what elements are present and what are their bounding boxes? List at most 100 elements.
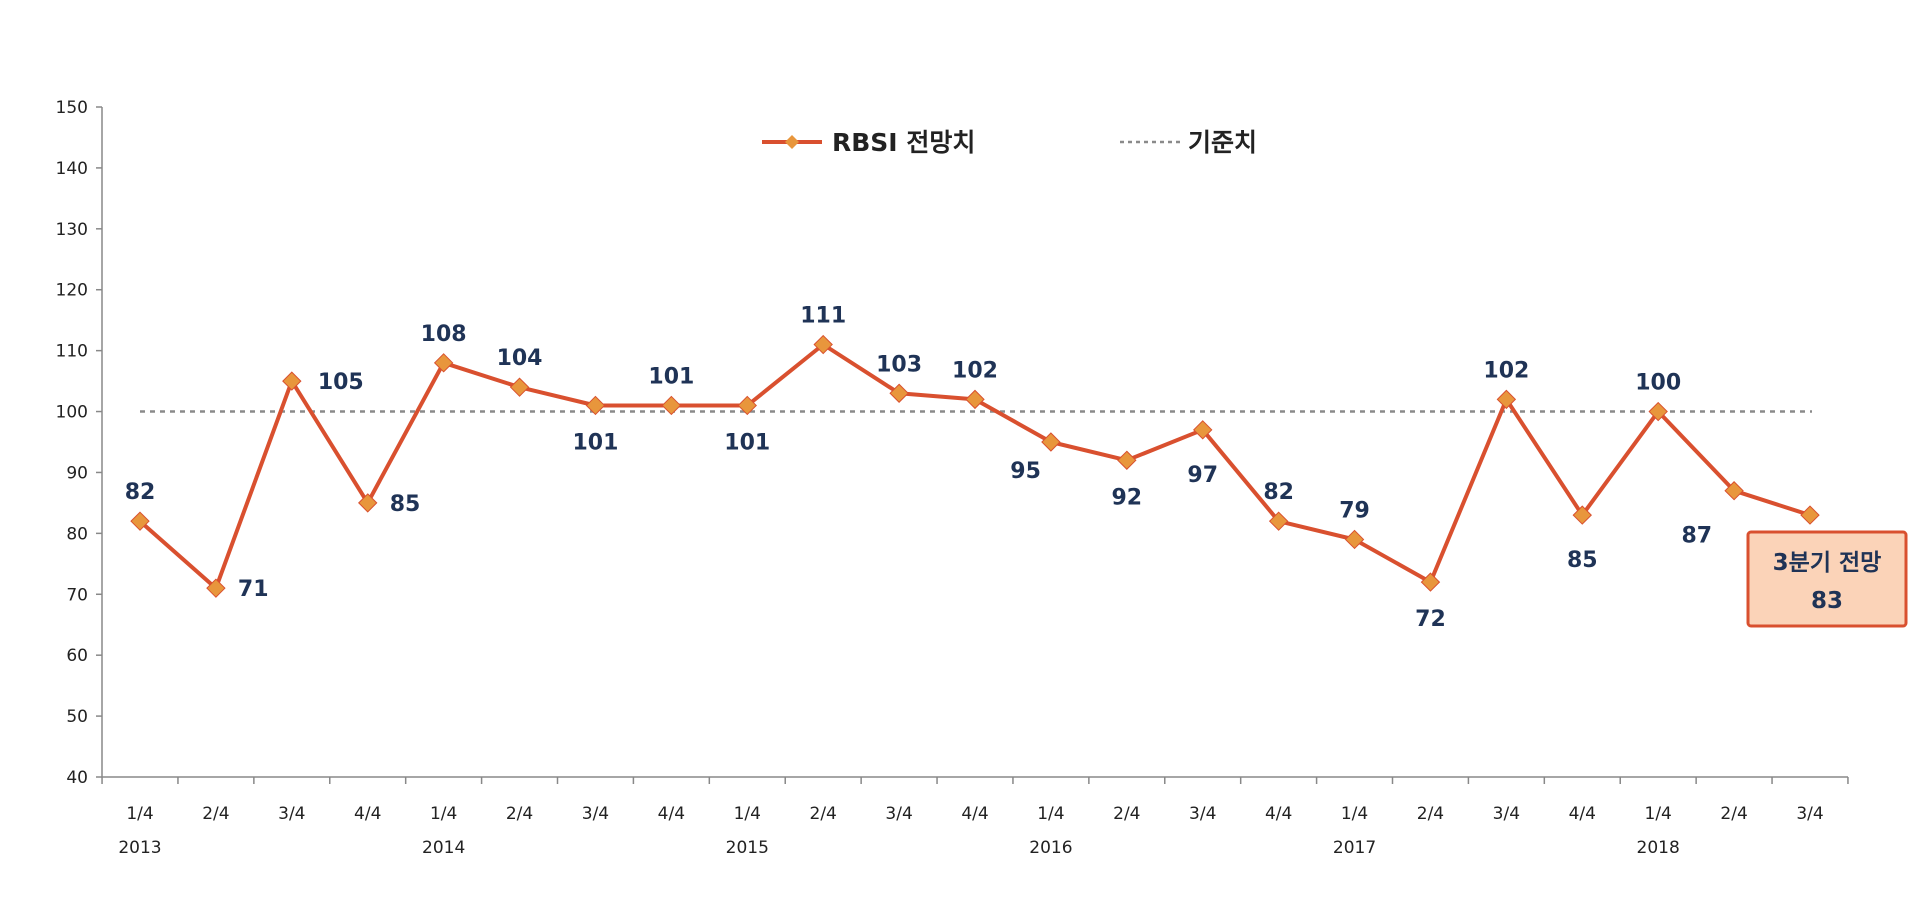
chart-axes — [96, 106, 1849, 784]
data-point-marker — [737, 395, 757, 416]
y-tick-label: 110 — [56, 342, 88, 362]
data-point-marker — [433, 353, 454, 373]
data-point-marker — [509, 377, 530, 397]
x-tick-label: 3/4 — [582, 804, 609, 824]
data-label: 95 — [1010, 459, 1041, 484]
y-tick-label: 150 — [56, 98, 88, 118]
data-point-marker — [585, 395, 606, 416]
data-label: 102 — [1483, 358, 1529, 383]
x-tick-label: 4/4 — [1265, 804, 1292, 824]
y-tick-label: 100 — [56, 403, 88, 423]
forecast-callout-title: 3분기 전망 — [1773, 550, 1882, 576]
y-tick-labels: 40 50 60 70 80 90 100 110 120 130 140 150 — [56, 98, 88, 788]
data-point-marker — [1041, 432, 1061, 452]
x-tick-label: 1/4 — [1037, 804, 1064, 824]
x-tick-label: 4/4 — [961, 804, 988, 824]
y-tick-label: 90 — [66, 463, 88, 483]
x-year-label: 2014 — [422, 838, 465, 858]
data-label: 103 — [876, 352, 922, 377]
data-point-marker — [1117, 450, 1137, 470]
data-label: 85 — [1567, 548, 1598, 573]
x-tick-label: 2/4 — [810, 804, 837, 824]
legend-series-swatch-marker — [785, 135, 799, 149]
data-label: 101 — [724, 430, 770, 455]
data-point-marker — [889, 383, 909, 403]
data-label: 101 — [572, 430, 618, 455]
data-label: 111 — [800, 304, 846, 329]
x-tick-label: 1/4 — [430, 804, 457, 824]
y-tick-label: 130 — [56, 220, 88, 240]
data-point-marker — [1268, 511, 1289, 531]
data-point-marker — [1572, 505, 1592, 525]
data-label: 72 — [1415, 607, 1446, 632]
legend-series-label: RBSI 전망치 — [832, 128, 975, 157]
y-tick-label: 70 — [66, 585, 88, 605]
x-tick-label: 3/4 — [1189, 804, 1216, 824]
x-tick-label: 1/4 — [126, 804, 153, 824]
x-tick-label: 2/4 — [202, 804, 229, 824]
data-label: 82 — [1263, 480, 1294, 505]
legend: RBSI 전망치 기준치 — [762, 128, 1257, 157]
series-markers — [130, 334, 1820, 598]
x-tick-label: 2/4 — [1720, 804, 1747, 824]
data-point-marker — [1420, 572, 1441, 592]
y-tick-label: 60 — [66, 646, 88, 666]
x-tick-label: 3/4 — [278, 804, 305, 824]
data-label: 85 — [390, 492, 421, 517]
data-point-marker — [1800, 505, 1820, 525]
data-point-marker — [1344, 529, 1365, 550]
x-year-label: 2013 — [118, 838, 161, 858]
x-tick-label: 1/4 — [1645, 804, 1672, 824]
data-label: 104 — [497, 346, 543, 371]
data-label: 92 — [1112, 485, 1143, 510]
y-tick-label: 40 — [66, 768, 88, 788]
x-year-label: 2016 — [1029, 838, 1072, 858]
data-point-marker — [965, 389, 985, 410]
data-labels: 82 71 105 85 108 104 101 101 101 111 103 102 95 92 97 8… — [125, 304, 1712, 633]
data-label: 97 — [1187, 463, 1218, 488]
data-point-marker — [1724, 481, 1744, 501]
y-tick-label: 140 — [56, 159, 88, 179]
data-point-marker — [282, 371, 302, 391]
x-tick-label: 4/4 — [354, 804, 381, 824]
y-tick-label: 80 — [66, 524, 88, 544]
data-label: 87 — [1681, 524, 1712, 549]
x-tick-label: 3/4 — [1796, 804, 1823, 824]
data-point-marker — [130, 511, 150, 531]
x-tick-label: 3/4 — [1493, 804, 1520, 824]
forecast-callout-box — [1746, 530, 1908, 628]
data-point-marker — [1648, 401, 1668, 422]
x-tick-label: 1/4 — [734, 804, 761, 824]
data-label: 108 — [421, 322, 467, 347]
x-tick-label: 2/4 — [506, 804, 533, 824]
data-point-marker — [1193, 420, 1213, 440]
data-label: 71 — [238, 577, 269, 602]
y-tick-label: 50 — [66, 707, 88, 727]
y-tick-label: 120 — [56, 281, 88, 301]
x-tick-label: 1/4 — [1341, 804, 1368, 824]
data-point-marker — [206, 578, 226, 598]
x-tick-labels: 1/4 2/4 3/4 4/4 1/4 2/4 3/4 4/4 1/4 2/4 3/4 4/4 1/4 2… — [118, 804, 1823, 858]
data-label: 102 — [952, 358, 998, 383]
data-label: 82 — [125, 480, 156, 505]
x-year-label: 2015 — [726, 838, 769, 858]
x-tick-label: 2/4 — [1417, 804, 1444, 824]
data-point-marker — [358, 493, 378, 513]
x-tick-label: 4/4 — [658, 804, 685, 824]
data-point-marker — [813, 334, 833, 355]
x-year-label: 2018 — [1637, 838, 1680, 858]
data-label: 79 — [1339, 498, 1370, 523]
legend-reference-label: 기준치 — [1188, 128, 1257, 157]
data-label: 100 — [1635, 371, 1681, 396]
forecast-callout: 3분기 전망 83 — [1746, 530, 1908, 628]
data-point-marker — [1496, 389, 1517, 410]
data-point-marker — [661, 395, 682, 416]
data-label: 105 — [318, 370, 364, 395]
data-label: 101 — [648, 364, 694, 389]
x-tick-label: 3/4 — [885, 804, 912, 824]
x-tick-label: 2/4 — [1113, 804, 1140, 824]
x-year-label: 2017 — [1333, 838, 1376, 858]
x-tick-label: 4/4 — [1569, 804, 1596, 824]
forecast-callout-value: 83 — [1811, 588, 1843, 614]
